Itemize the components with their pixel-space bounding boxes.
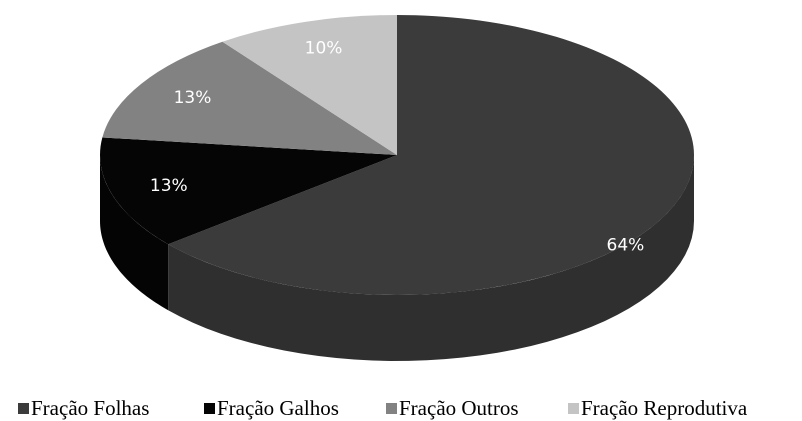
legend-label: Fração Outros xyxy=(399,396,519,420)
legend-label: Fração Folhas xyxy=(31,396,149,420)
legend-swatch xyxy=(386,403,397,414)
data-label: 13% xyxy=(174,88,212,108)
legend-label: Fração Reprodutiva xyxy=(581,396,748,420)
legend-swatch xyxy=(18,403,29,414)
slice-side xyxy=(168,155,694,361)
data-label: 13% xyxy=(150,176,188,196)
slice xyxy=(100,137,398,245)
slice xyxy=(222,15,397,155)
data-label: 64% xyxy=(607,236,645,256)
legend-swatch xyxy=(568,403,579,414)
legend-swatch xyxy=(204,403,215,414)
slice xyxy=(168,15,694,295)
slice-side xyxy=(100,155,169,311)
data-label: 10% xyxy=(305,38,343,58)
legend-label: Fração Galhos xyxy=(217,396,339,420)
slice xyxy=(102,41,398,155)
